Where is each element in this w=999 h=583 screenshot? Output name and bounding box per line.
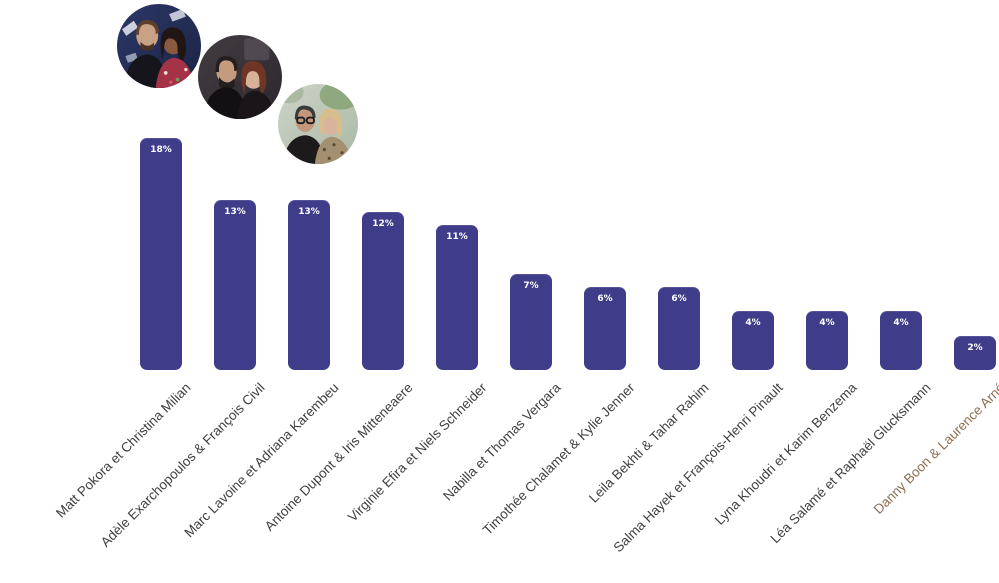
bar-value-label: 2% xyxy=(967,343,983,353)
bar: 7% xyxy=(510,274,552,370)
bar: 4% xyxy=(880,311,922,370)
bar: 6% xyxy=(658,287,700,370)
couple-photo-1-image xyxy=(117,4,201,88)
couple-photo-3-image xyxy=(278,84,358,164)
bar-value-label: 12% xyxy=(372,219,394,229)
bar-value-label: 6% xyxy=(597,294,613,304)
bar: 2% xyxy=(954,336,996,370)
bar: 13% xyxy=(288,200,330,370)
bar-value-label: 4% xyxy=(745,318,761,328)
bar-value-label: 18% xyxy=(150,145,172,155)
bar: 18% xyxy=(140,138,182,370)
couple-photo-2-image xyxy=(198,35,282,119)
bar-value-label: 7% xyxy=(523,281,539,291)
bar: 13% xyxy=(214,200,256,370)
bar-value-label: 13% xyxy=(224,207,246,217)
bar-value-label: 4% xyxy=(819,318,835,328)
bar: 12% xyxy=(362,212,404,370)
couple-photo-3 xyxy=(278,84,358,164)
bar-value-label: 13% xyxy=(298,207,320,217)
bar: 4% xyxy=(732,311,774,370)
bar-value-label: 4% xyxy=(893,318,909,328)
couple-photo-1 xyxy=(117,4,201,88)
x-axis-label: Danny Boon & Laurence Arné xyxy=(870,380,999,517)
bar: 4% xyxy=(806,311,848,370)
bar: 11% xyxy=(436,225,478,370)
couple-photo-2 xyxy=(198,35,282,119)
bar-value-label: 11% xyxy=(446,232,468,242)
bar-value-label: 6% xyxy=(671,294,687,304)
bar: 6% xyxy=(584,287,626,370)
